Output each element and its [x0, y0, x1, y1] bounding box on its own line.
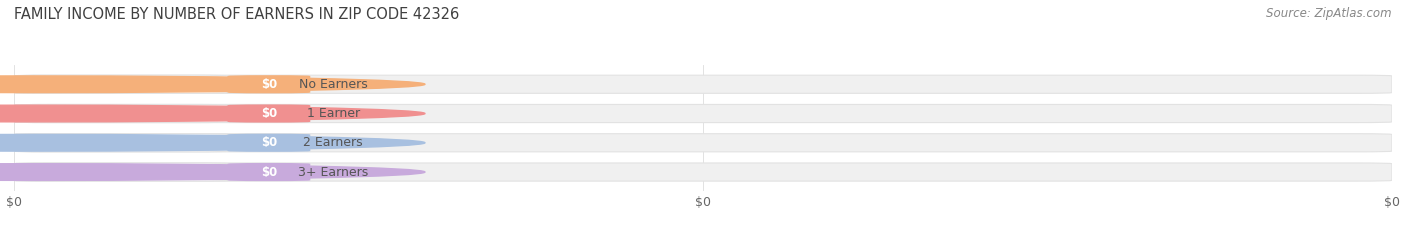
- Text: Source: ZipAtlas.com: Source: ZipAtlas.com: [1267, 7, 1392, 20]
- FancyBboxPatch shape: [14, 134, 228, 152]
- Text: No Earners: No Earners: [299, 78, 367, 91]
- Text: $0: $0: [262, 165, 277, 178]
- FancyBboxPatch shape: [228, 134, 311, 152]
- FancyBboxPatch shape: [228, 163, 311, 181]
- Text: $0: $0: [262, 136, 277, 149]
- FancyBboxPatch shape: [14, 163, 228, 181]
- Text: 3+ Earners: 3+ Earners: [298, 165, 368, 178]
- FancyBboxPatch shape: [14, 163, 1392, 181]
- Text: $0: $0: [262, 107, 277, 120]
- Text: $0: $0: [262, 78, 277, 91]
- Text: FAMILY INCOME BY NUMBER OF EARNERS IN ZIP CODE 42326: FAMILY INCOME BY NUMBER OF EARNERS IN ZI…: [14, 7, 460, 22]
- FancyBboxPatch shape: [14, 104, 228, 123]
- FancyBboxPatch shape: [14, 134, 1392, 152]
- Circle shape: [0, 134, 425, 151]
- Text: 1 Earner: 1 Earner: [307, 107, 360, 120]
- FancyBboxPatch shape: [228, 75, 311, 93]
- Circle shape: [0, 76, 425, 93]
- Text: 2 Earners: 2 Earners: [304, 136, 363, 149]
- FancyBboxPatch shape: [228, 104, 311, 123]
- Circle shape: [0, 105, 425, 122]
- FancyBboxPatch shape: [14, 104, 1392, 123]
- Circle shape: [0, 164, 425, 180]
- FancyBboxPatch shape: [14, 75, 1392, 93]
- FancyBboxPatch shape: [14, 75, 228, 93]
